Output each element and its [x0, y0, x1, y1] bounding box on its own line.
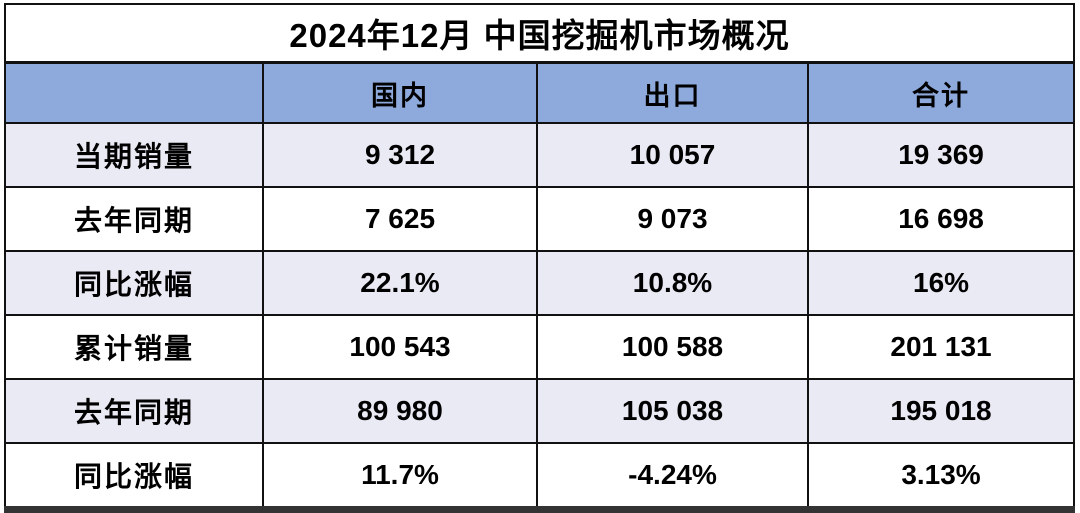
cell-export: 105 038 [536, 378, 809, 444]
cell-export: 10.8% [536, 250, 809, 316]
cell-export: 10 057 [536, 122, 809, 188]
header-cell-empty [4, 61, 264, 124]
table-header-row: 国内 出口 合计 [4, 61, 1076, 124]
row-label: 去年同期 [4, 186, 264, 252]
cell-export: 9 073 [536, 186, 809, 252]
table-title-row: 2024年12月 中国挖掘机市场概况 [3, 3, 1076, 64]
cell-domestic: 100 543 [262, 314, 538, 380]
cell-domestic: 89 980 [262, 378, 538, 444]
cell-total: 195 018 [806, 378, 1076, 444]
table-row-cumulative-last-year: 去年同期 89 980 105 038 195 018 [4, 378, 1076, 444]
header-cell-export: 出口 [536, 61, 809, 124]
cell-total: 16% [806, 250, 1076, 316]
cell-domestic: 22.1% [262, 250, 538, 316]
cell-domestic: 7 625 [262, 186, 538, 252]
table-row-cumulative-sales: 累计销量 100 543 100 588 201 131 [4, 314, 1076, 380]
cell-domestic: 11.7% [262, 442, 538, 513]
cell-total: 19 369 [806, 122, 1076, 188]
row-label: 同比涨幅 [4, 442, 264, 513]
table-row-cumulative-yoy-change: 同比涨幅 11.7% -4.24% 3.13% [4, 442, 1076, 513]
header-cell-domestic: 国内 [262, 61, 538, 124]
table-row-current-sales: 当期销量 9 312 10 057 19 369 [4, 122, 1076, 188]
cell-domestic: 9 312 [262, 122, 538, 188]
row-label: 去年同期 [4, 378, 264, 444]
cell-total: 3.13% [806, 442, 1076, 513]
table-title: 2024年12月 中国挖掘机市场概况 [3, 3, 1076, 64]
header-cell-total: 合计 [806, 61, 1076, 124]
row-label: 当期销量 [4, 122, 264, 188]
row-label: 累计销量 [4, 314, 264, 380]
excavator-market-table: 2024年12月 中国挖掘机市场概况 国内 出口 合计 当期销量 9 312 1… [3, 3, 1076, 513]
cell-total: 201 131 [806, 314, 1076, 380]
row-label: 同比涨幅 [4, 250, 264, 316]
cell-export: 100 588 [536, 314, 809, 380]
table-row-yoy-change: 同比涨幅 22.1% 10.8% 16% [4, 250, 1076, 316]
table-row-last-year-same-period: 去年同期 7 625 9 073 16 698 [4, 186, 1076, 252]
cell-export: -4.24% [536, 442, 809, 513]
cell-total: 16 698 [806, 186, 1076, 252]
